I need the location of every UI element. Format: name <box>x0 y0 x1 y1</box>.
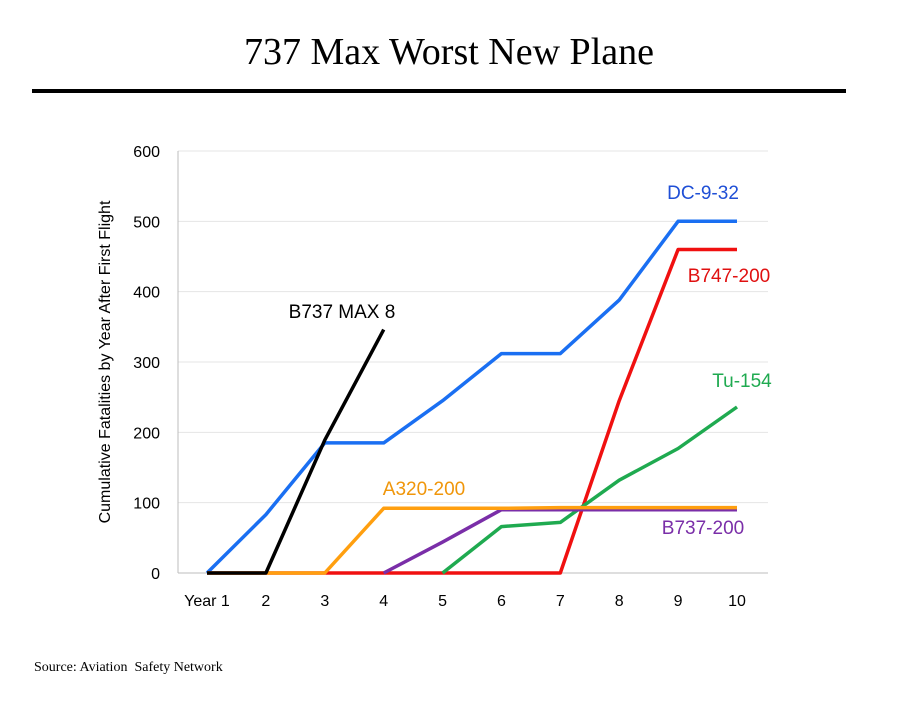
y-tick-label: 300 <box>133 355 160 372</box>
gridlines <box>178 150 768 504</box>
x-tick-label: 6 <box>497 593 506 610</box>
tick-labels: 0 100 200 300 400 500 600 Year 1 2 3 4 5 6 7 8 9 10 <box>133 144 746 610</box>
x-tick-label: 8 <box>615 593 624 610</box>
y-tick-label: 100 <box>133 496 160 513</box>
x-tick-label: 9 <box>674 593 683 610</box>
series-line-b737-max-8 <box>207 328 386 575</box>
series-label-b737-max-8: B737 MAX 8 <box>289 302 396 323</box>
y-tick-label: 200 <box>133 425 160 442</box>
y-tick-label: 400 <box>133 285 160 302</box>
source-note: Source: Aviation Safety Network <box>34 660 223 675</box>
series-label-b737-200: B737-200 <box>662 518 744 539</box>
x-tick-label: 7 <box>556 593 565 610</box>
y-tick-label: 600 <box>133 144 160 161</box>
series-label-b747-200: B747-200 <box>688 266 770 287</box>
x-tick-label: 4 <box>379 593 388 610</box>
series-line-a320-200 <box>207 505 737 575</box>
series-labels: DC-9-32 B747-200 Tu-154 B737-200 A320-200 B73… <box>289 183 773 539</box>
series-line-dc-9-32 <box>205 219 737 575</box>
series-line-tu-154 <box>441 405 739 575</box>
y-tick-label: 500 <box>133 214 160 231</box>
series-label-dc-9-32: DC-9-32 <box>667 183 739 204</box>
x-tick-label: Year 1 <box>184 593 230 610</box>
series-lines <box>205 219 739 575</box>
page-title: 737 Max Worst New Plane <box>244 31 654 73</box>
series-line-b737-200 <box>382 507 737 575</box>
title-divider <box>32 89 846 93</box>
y-axis-label: Cumulative Fatalities by Year After Firs… <box>97 200 114 523</box>
x-tick-label: 5 <box>438 593 447 610</box>
y-tick-label: 0 <box>151 566 160 583</box>
x-tick-label: 10 <box>728 593 746 610</box>
series-label-a320-200: A320-200 <box>383 479 465 500</box>
series-label-tu-154: Tu-154 <box>712 371 772 392</box>
x-tick-label: 3 <box>320 593 329 610</box>
x-tick-label: 2 <box>261 593 270 610</box>
